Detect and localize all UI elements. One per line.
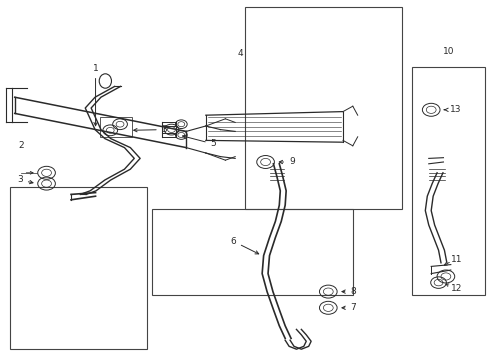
Bar [10,187,147,349]
Text: 5: 5 [183,135,217,148]
Bar [412,67,485,295]
Text: 3: 3 [134,125,168,134]
Text: 2: 2 [19,141,24,150]
Text: 12: 12 [451,284,462,293]
Text: 10: 10 [442,46,454,55]
Text: 3: 3 [17,175,33,184]
Text: 1: 1 [93,64,98,126]
Text: 8: 8 [342,287,356,296]
Bar [245,7,402,209]
Text: 11: 11 [451,255,462,264]
Bar [100,117,132,137]
Text: 6: 6 [230,237,259,254]
Bar [152,209,353,295]
Text: 9: 9 [279,157,295,166]
Text: 7: 7 [342,303,356,312]
Text: 4: 4 [237,49,243,58]
Text: 13: 13 [444,105,461,114]
